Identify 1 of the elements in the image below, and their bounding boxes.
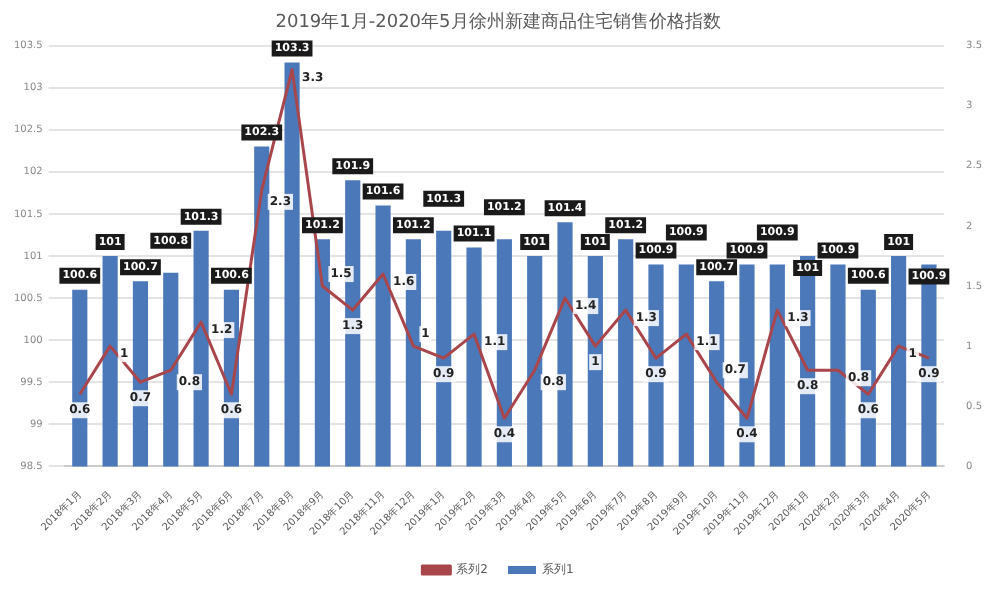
- chart-title: 2019年1月-2020年5月徐州新建商品住宅销售价格指数: [275, 11, 721, 34]
